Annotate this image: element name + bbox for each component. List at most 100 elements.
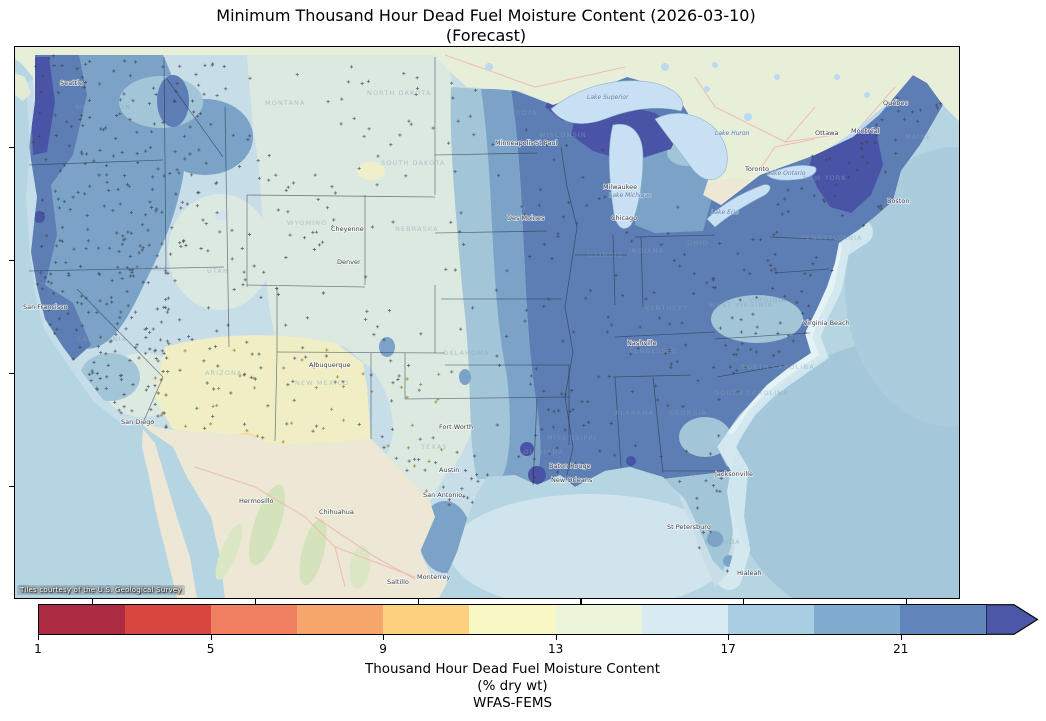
colorbar-tick (210, 635, 212, 640)
map-xtick (743, 599, 745, 604)
colorbar-tick-label: 5 (206, 642, 215, 656)
colorbar-segment-11-13 (469, 605, 556, 634)
usgs-attribution: Tiles courtesy of the U.S. Geological Su… (17, 585, 185, 595)
map-ytick (9, 147, 14, 149)
colorbar-caption: Thousand Hour Dead Fuel Moisture Content… (38, 661, 987, 712)
map-xtick (92, 599, 94, 604)
colorbar-segment-9-11 (383, 605, 470, 634)
colorbar-tick (900, 635, 903, 640)
city-label: Saltillo (387, 578, 409, 586)
great-lakes (214, 80, 817, 229)
colorbar-segment-5-7 (211, 605, 298, 634)
map-xtick (254, 599, 257, 604)
map-xtick (417, 599, 419, 604)
colorbar-tick-label: 9 (379, 642, 387, 656)
colorbar-source: WFAS-FEMS (472, 695, 553, 711)
colorbar-segment-1-3 (39, 605, 126, 634)
state-label: KENTUCKY (645, 304, 688, 312)
map-xtick (580, 599, 582, 604)
city-label: Boston (887, 197, 909, 205)
colorbar-tick-label: 13 (547, 642, 564, 656)
state-label: WASHINGTON (75, 103, 131, 111)
state-label: NEVADA (135, 265, 168, 273)
gulf-shallow (450, 494, 730, 598)
state-label: IOWA (505, 204, 527, 212)
city-label: St Petersburg (667, 523, 711, 531)
colorbar-segment-21-23 (899, 605, 987, 634)
colorbar-tick (555, 635, 557, 640)
colorbar-units: (% dry wt) (477, 678, 548, 694)
city-label: Chicago (611, 214, 637, 222)
figure-title-block: Minimum Thousand Hour Dead Fuel Moisture… (14, 6, 958, 45)
map-ytick (9, 486, 14, 488)
state-label: UTAH (207, 267, 229, 275)
state-label: FLORIDA (705, 538, 741, 546)
state-label: PENNSYLVANIA (801, 234, 863, 242)
city-label: San Francisco (23, 303, 68, 311)
city-label: St Paul (535, 139, 557, 147)
colorbar-segment-19-21 (813, 605, 900, 634)
colorbar-tick (728, 635, 730, 640)
colorbar-segment-13-15 (555, 605, 642, 634)
state-label: MICHIGAN (649, 175, 691, 183)
state-label: VIRGINIA (749, 296, 787, 304)
city-label: Nashville (627, 339, 657, 347)
city-label: Jacksonville (714, 470, 753, 478)
colorbar-segment-17-19 (727, 605, 814, 634)
city-label: Toronto (744, 165, 769, 173)
state-label: NEBRASKA (395, 225, 439, 233)
city-label: Austin (439, 466, 459, 474)
colorbar-tick (383, 635, 385, 640)
state-label: SOUTH DAKOTA (381, 159, 445, 167)
city-label: Albuquerque (309, 361, 351, 369)
map-ytick (9, 260, 14, 262)
city-label: San Diego (121, 418, 154, 426)
colorbar-segment-7-9 (297, 605, 384, 634)
canada-lakes (485, 62, 870, 121)
city-label: Des Moines (507, 214, 545, 222)
colorbar-tick-label: 21 (893, 642, 909, 656)
colorbar (38, 604, 987, 635)
city-label: Denver (337, 258, 361, 266)
city-label: Minneapolis (495, 139, 534, 147)
vancouver-island (15, 73, 31, 101)
state-label: ALABAMA (615, 409, 654, 417)
state-label: OHIO (687, 239, 708, 247)
lake-label: Lake Erie (711, 209, 739, 216)
city-label: Ottawa (815, 129, 839, 137)
lake-label: Lake Michigan (609, 192, 652, 199)
city-label: Milwaukee (603, 183, 637, 191)
lake-label: Lake Superior (587, 94, 629, 101)
state-label: WEST VIRGINIA (709, 301, 773, 309)
colorbar-tick (38, 635, 40, 640)
state-label: MAINE (905, 133, 931, 141)
city-label: Montréal (851, 127, 880, 135)
figure-title: Minimum Thousand Hour Dead Fuel Moisture… (216, 6, 756, 25)
state-label: INDIANA (629, 247, 664, 255)
city-label: Monterrey (417, 573, 450, 581)
colorbar-tick-label: 17 (720, 642, 736, 656)
map-canvas: WASHINGTON MONTANA WYOMING NEVADA UTAH CALIFO… (15, 47, 959, 598)
map-xtick (905, 599, 908, 604)
lake-label: Lake Huron (715, 130, 750, 137)
station-markers (31, 54, 943, 573)
state-label: NEW YORK (803, 174, 847, 182)
state-label: GEORGIA (669, 409, 707, 417)
map-frame: WASHINGTON MONTANA WYOMING NEVADA UTAH CALIFO… (14, 46, 960, 599)
colorbar-arrow (986, 604, 1039, 635)
state-label: CALIFORNIA (77, 335, 127, 343)
city-label: Cheyenne (331, 225, 364, 233)
city-label: New Orleans (551, 476, 593, 484)
state-label: TENNESSEE (628, 347, 677, 355)
city-label: Chihuahua (319, 508, 354, 516)
state-label: LOUISIANA (519, 448, 564, 456)
colorbar-segment-3-5 (125, 605, 212, 634)
city-label: Hermosillo (239, 497, 274, 505)
state-label: NEW MEXICO (295, 379, 349, 387)
state-label: WISCONSIN (539, 131, 587, 139)
baja-california (142, 429, 197, 598)
state-label: ILLINOIS (587, 251, 623, 259)
state-label: MONTANA (265, 99, 306, 107)
state-label: TEXAS (420, 443, 448, 451)
